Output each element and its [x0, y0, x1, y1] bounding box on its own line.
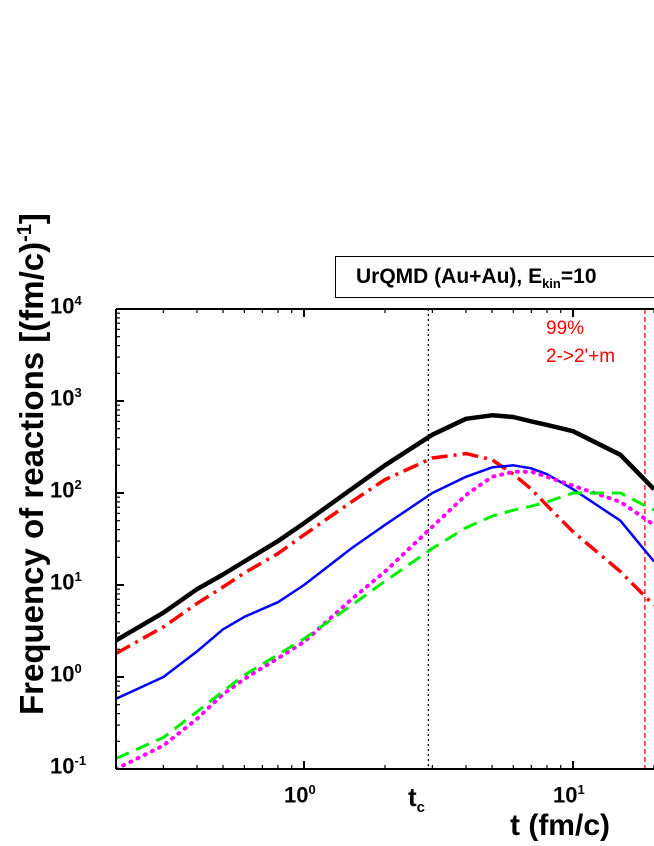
- y-tick-label: 10-1: [50, 753, 87, 779]
- series-line-2: [116, 451, 654, 656]
- x-axis-label: t (fm/c): [510, 809, 610, 842]
- y-tick-label: 104: [50, 293, 82, 319]
- annotation-reaction: 2->2'+m: [546, 346, 616, 367]
- title-box: UrQMD (Au+Au), Ekin=10: [335, 256, 654, 298]
- annotation-percent: 99%: [546, 318, 585, 339]
- y-axis-label: Frequency of reactions [(fm/c)-1]: [13, 213, 50, 715]
- chart-title: UrQMD (Au+Au), Ekin=10: [356, 265, 597, 292]
- series-line-1: [116, 413, 654, 643]
- x-tick-label: 100: [284, 782, 316, 808]
- x-tick-label: 101: [553, 782, 585, 808]
- y-tick-label: 103: [50, 385, 82, 411]
- tc-label: tc: [408, 782, 426, 817]
- series-line-3: [116, 464, 654, 700]
- series-line-4: [116, 469, 654, 769]
- axes-layer: [115, 308, 654, 770]
- series-line-5: [116, 491, 654, 760]
- y-tick-label: 100: [50, 661, 82, 687]
- series-layer: [116, 413, 654, 769]
- y-tick-label: 101: [50, 569, 82, 595]
- reference-lines: [427, 309, 646, 769]
- y-tick-label: 102: [50, 477, 82, 503]
